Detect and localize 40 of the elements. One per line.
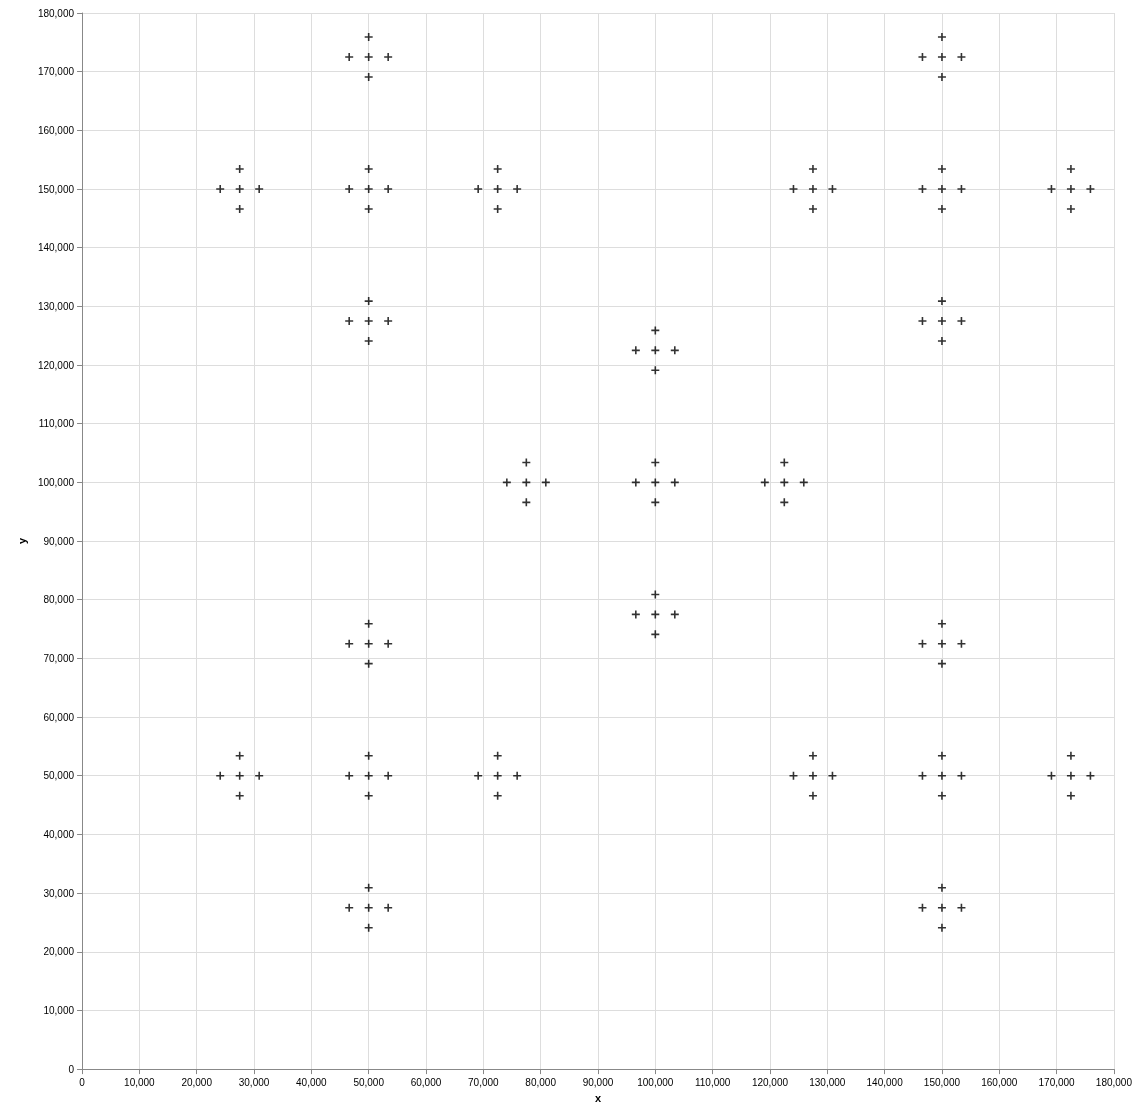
y-tick-label: 150,000 (37, 183, 75, 195)
y-tick-label: 60,000 (43, 711, 75, 723)
x-tick-label: 90,000 (582, 1076, 614, 1088)
x-tick-label: 160,000 (981, 1076, 1018, 1088)
x-tick-label: 30,000 (238, 1076, 270, 1088)
x-tick-label: 10,000 (124, 1076, 156, 1088)
x-tick-label: 140,000 (866, 1076, 904, 1088)
x-tick-label: 60,000 (410, 1076, 442, 1088)
y-tick-label: 30,000 (43, 887, 75, 899)
y-tick-label: 110,000 (38, 418, 75, 430)
x-tick-label: 120,000 (751, 1076, 789, 1088)
y-tick-label: 100,000 (37, 476, 75, 488)
x-tick-label: 70,000 (468, 1076, 500, 1088)
y-tick-label: 170,000 (37, 66, 75, 78)
y-tick-label: 130,000 (37, 300, 75, 312)
x-tick-label: 50,000 (353, 1076, 385, 1088)
y-axis-title: y (15, 537, 28, 545)
y-tick-label: 50,000 (43, 770, 75, 782)
x-tick-label: 170,000 (1038, 1076, 1076, 1088)
x-axis-title: x (594, 1091, 602, 1104)
x-tick-label: 0 (79, 1076, 86, 1088)
x-tick-label: 100,000 (637, 1076, 674, 1088)
y-tick-label: 40,000 (43, 828, 75, 840)
y-tick-label: 20,000 (43, 946, 75, 958)
y-tick-label: 120,000 (37, 359, 75, 371)
x-tick-label: 80,000 (525, 1076, 557, 1088)
x-tick-label: 110,000 (694, 1076, 731, 1088)
x-tick-label: 130,000 (809, 1076, 846, 1088)
x-tick-label: 150,000 (923, 1076, 961, 1088)
y-tick-label: 180,000 (37, 7, 75, 19)
x-tick-label: 40,000 (296, 1076, 328, 1088)
y-tick-label: 80,000 (43, 594, 75, 606)
y-tick-label: 160,000 (37, 124, 75, 136)
y-tick-label: 140,000 (37, 242, 75, 254)
y-tick-label: 70,000 (43, 652, 75, 664)
x-tick-label: 20,000 (181, 1076, 213, 1088)
y-tick-label: 10,000 (43, 1004, 75, 1016)
x-tick-label: 180,000 (1095, 1076, 1133, 1088)
y-tick-label: 90,000 (43, 535, 75, 547)
y-tick-label: 0 (68, 1063, 75, 1075)
